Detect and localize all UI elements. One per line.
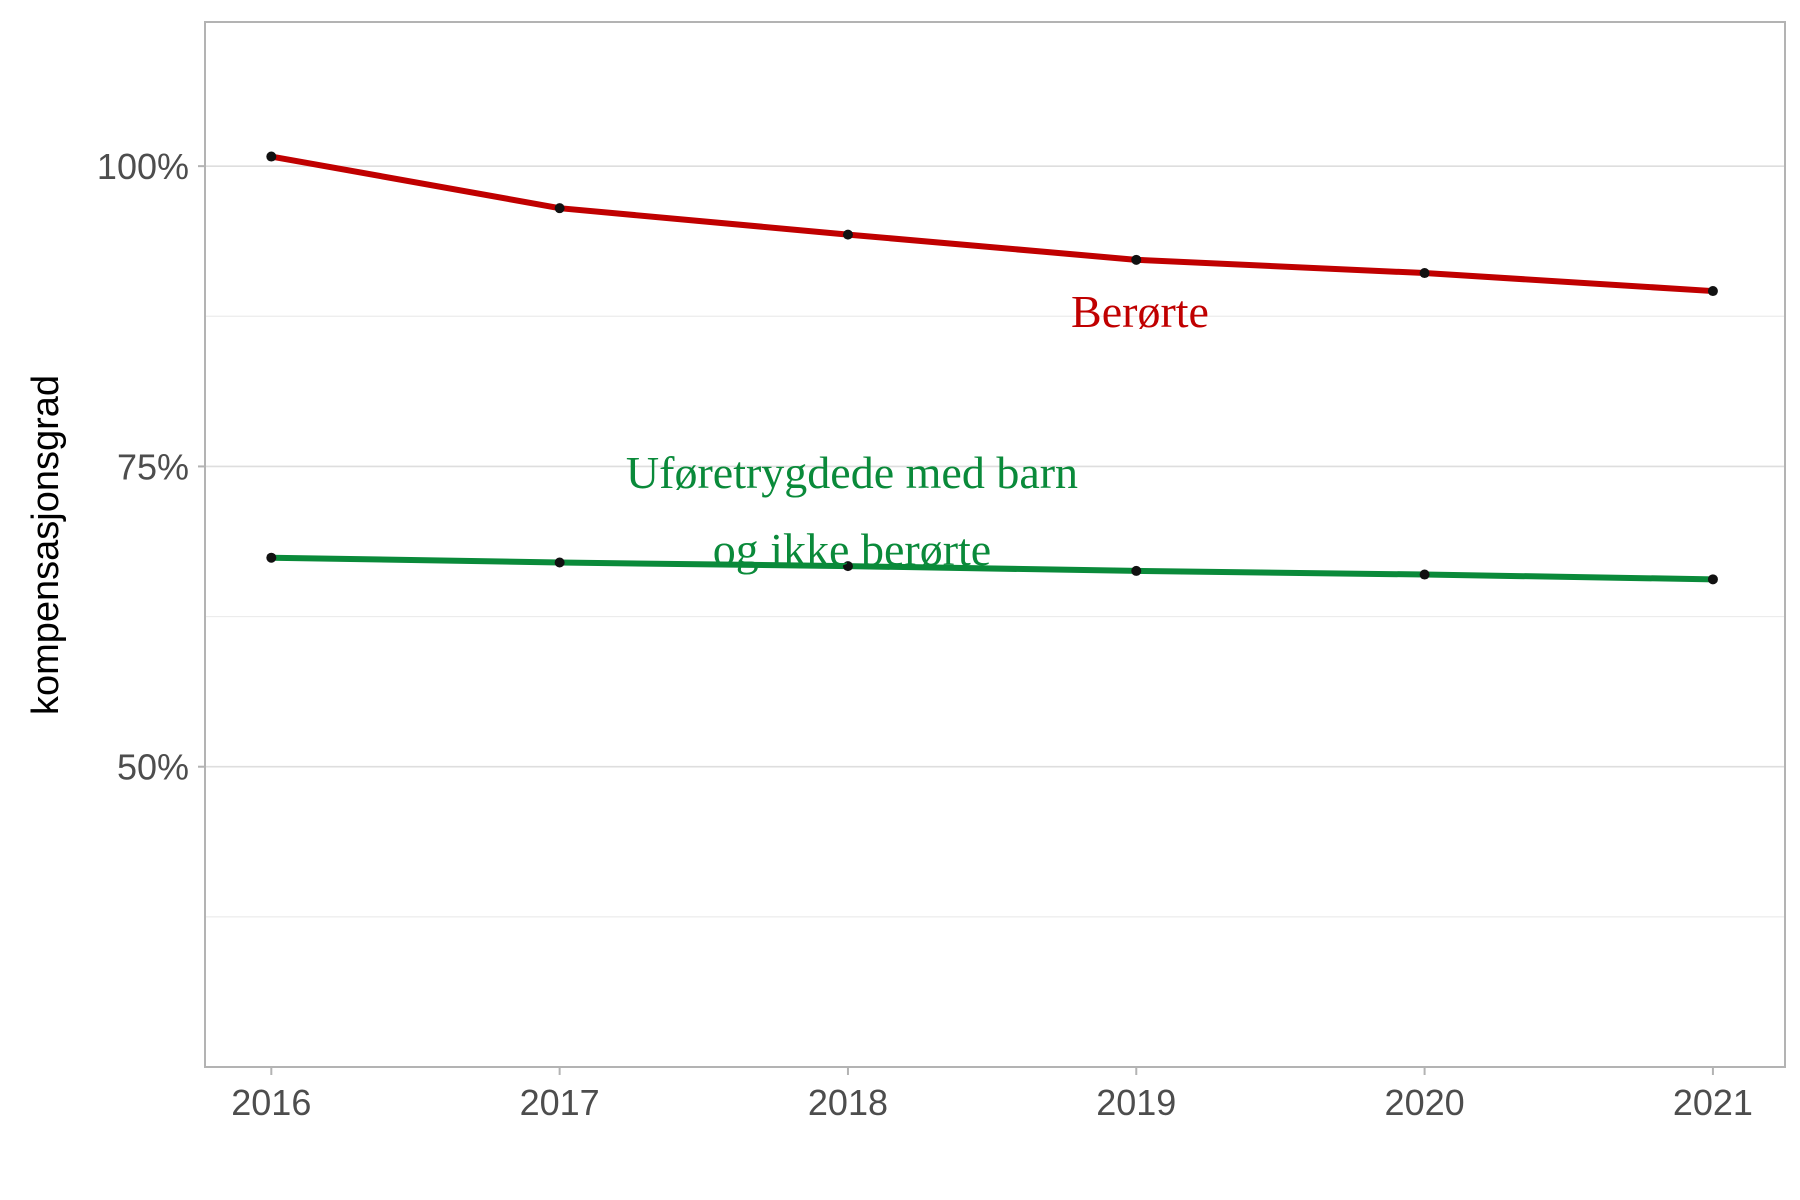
data-point <box>1707 574 1718 585</box>
y-tick-label: 75% <box>117 446 189 487</box>
plot-panel-border <box>204 21 1786 1068</box>
x-tick-label: 2017 <box>520 1082 600 1123</box>
x-tick-label: 2021 <box>1673 1082 1753 1123</box>
data-point <box>842 229 853 240</box>
y-axis-title: kompensasjonsgrad <box>25 375 67 715</box>
series-label: Berørte <box>1071 286 1209 337</box>
data-point <box>554 557 565 568</box>
data-point <box>1131 254 1142 265</box>
data-point <box>1419 569 1430 580</box>
y-tick-label: 100% <box>97 146 189 187</box>
data-point <box>266 151 277 162</box>
series-label: Uføretrygdede med barn <box>626 447 1078 498</box>
data-point <box>1707 286 1718 297</box>
data-point <box>1131 565 1142 576</box>
data-point <box>842 561 853 572</box>
x-tick-label: 2019 <box>1096 1082 1176 1123</box>
data-point <box>266 552 277 563</box>
series-line <box>268 554 1716 583</box>
x-tick-label: 2018 <box>808 1082 888 1123</box>
series-line <box>268 153 1716 295</box>
data-point <box>554 203 565 214</box>
y-tick-label: 50% <box>117 747 189 788</box>
series-labels: Berørte Uføretrygdede med barn og ikke ber… <box>626 286 1209 575</box>
axis-ticks: 50% 75% 100% 2016 2017 2018 2019 2020 2021 <box>97 146 1753 1123</box>
grid-layer <box>205 165 1785 918</box>
series-label: og ikke berørte <box>713 524 991 575</box>
x-tick-label: 2020 <box>1385 1082 1465 1123</box>
series-layer <box>266 151 1718 585</box>
x-tick-label: 2016 <box>231 1082 311 1123</box>
data-point <box>1419 268 1430 279</box>
